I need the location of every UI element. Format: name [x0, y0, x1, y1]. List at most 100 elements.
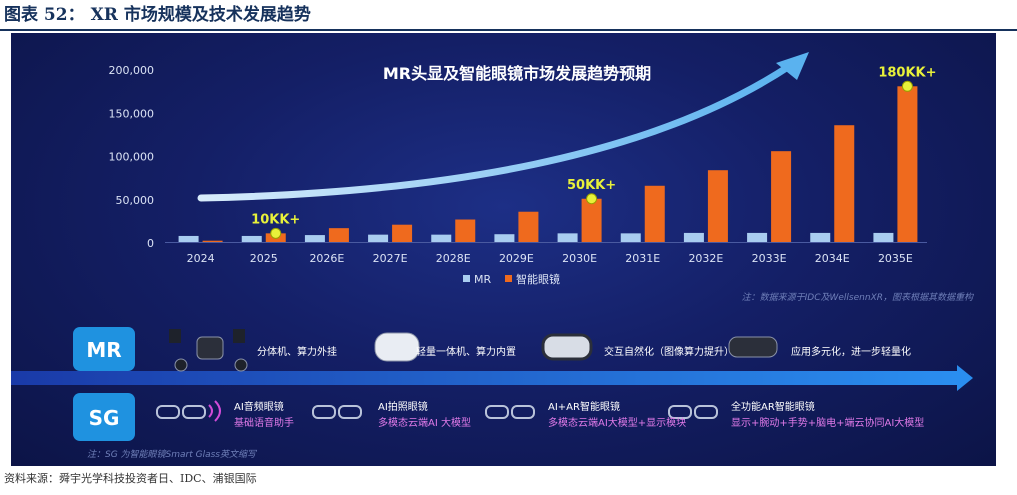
- bar-mr: [368, 234, 389, 242]
- callout-marker: [270, 227, 282, 239]
- legend-label-mr: MR: [474, 273, 491, 286]
- smart-glasses-icon: [312, 405, 362, 419]
- figure-title-text: XR 市场规模及技术发展趋势: [90, 5, 311, 25]
- figure-title: 图表 52： XR 市场规模及技术发展趋势: [4, 2, 311, 28]
- lightweight-headset-icon: [728, 336, 778, 358]
- sg-stage-title: AI+AR智能眼镜: [548, 400, 620, 413]
- x-tick-label: 2027E: [373, 252, 408, 265]
- sg-stage-desc: 显示+腕动+手势+脑电+端云协同AI大模型: [731, 416, 924, 429]
- pc-vr-headset-icon: [169, 329, 248, 372]
- glasses-lens-icon: [338, 405, 362, 419]
- callout-label: 180KK+: [878, 65, 936, 80]
- standalone-headset-body-icon: [374, 332, 420, 362]
- glasses-lens-icon: [312, 405, 336, 419]
- bar-mr: [683, 232, 704, 242]
- bar-mr: [873, 232, 894, 242]
- bar-smart-glasses: [202, 240, 223, 242]
- legend-swatch-mr: [463, 275, 470, 282]
- mr-stage-text: 交互自然化（图像算力提升）: [604, 345, 734, 358]
- mr-headset-body-icon: [541, 333, 593, 361]
- bar-smart-glasses: [707, 170, 728, 242]
- y-tick-label: 200,000: [109, 64, 155, 77]
- glasses-lens-icon: [694, 405, 718, 419]
- y-tick-label: 0: [147, 237, 154, 250]
- legend-label-smart-glasses: 智能眼镜: [516, 272, 560, 286]
- smart-glasses-icon: [156, 405, 206, 419]
- bar-smart-glasses: [897, 86, 918, 242]
- bar-mr: [494, 234, 515, 242]
- bar-mr: [810, 232, 831, 242]
- sg-label-box: [73, 393, 135, 441]
- bar-mr: [431, 234, 452, 242]
- timeline-band: [11, 371, 959, 385]
- bar-mr: [557, 233, 578, 242]
- chart-title: MR头显及智能眼镜市场发展趋势预期: [383, 64, 651, 83]
- bar-smart-glasses: [392, 224, 413, 242]
- mixed-reality-headset-icon: [541, 333, 593, 361]
- glasses-lens-icon: [156, 405, 180, 419]
- callout-marker: [901, 80, 913, 92]
- mr-label: MR: [86, 338, 121, 362]
- base-station-icon: [233, 329, 245, 343]
- mr-stage-text: 轻量一体机、算力内置: [416, 345, 516, 358]
- sg-stage-title: 全功能AR智能眼镜: [731, 400, 815, 413]
- light-headset-body-icon: [728, 336, 778, 358]
- smart-glasses-icon: [485, 405, 535, 419]
- headset-body-icon: [196, 336, 224, 360]
- base-station-icon: [169, 329, 181, 343]
- x-tick-label: 2031E: [625, 252, 660, 265]
- timeline-arrow-icon: [957, 365, 973, 391]
- callout-marker: [586, 193, 598, 205]
- bar-smart-glasses: [455, 219, 476, 242]
- bar-smart-glasses: [581, 198, 602, 242]
- sg-stage-desc: 多模态云端AI大模型+显示模块: [548, 416, 686, 429]
- sg-note: 注：SG 为智能眼镜Smart Glass英文缩写: [87, 449, 258, 460]
- sg-stage-title: AI音频眼镜: [234, 400, 284, 413]
- bar-mr: [620, 233, 641, 242]
- bar-smart-glasses: [644, 185, 665, 242]
- x-tick-label: 2026E: [309, 252, 344, 265]
- chart-note: 注：数据来源于IDC及WellsennXR，图表根据其数据重构: [742, 292, 974, 303]
- mr-stage-text: 分体机、算力外挂: [257, 345, 337, 358]
- y-tick-label: 150,000: [109, 107, 155, 120]
- bar-mr: [178, 235, 199, 242]
- bar-mr: [241, 235, 262, 242]
- audio-waves-icon: [208, 400, 221, 422]
- bar-smart-glasses: [771, 151, 792, 242]
- growth-arrow-curve: [197, 61, 795, 202]
- sg-stage-title: AI拍照眼镜: [378, 400, 428, 413]
- sg-stage-desc: 基础语音助手: [234, 416, 294, 429]
- glasses-lens-icon: [182, 405, 206, 419]
- controller-icon: [174, 358, 188, 372]
- x-tick-label: 2033E: [752, 252, 787, 265]
- x-tick-label: 2035E: [878, 252, 913, 265]
- y-tick-label: 50,000: [116, 194, 155, 207]
- x-tick-label: 2024: [187, 252, 215, 265]
- legend-swatch-smart-glasses: [505, 275, 512, 282]
- tech-roadmap: MR SG 分体机、算力外挂 轻量一体机、算力内置 交互自然化（图像算力提升） 应用多元化…: [11, 327, 973, 460]
- glasses-lens-icon: [485, 405, 509, 419]
- controller-icon: [234, 358, 248, 372]
- x-tick-label: 2034E: [815, 252, 850, 265]
- bar-smart-glasses: [518, 211, 539, 242]
- infographic-panel: MR头显及智能眼镜市场发展趋势预期 0 50,000 100,000 150,000 20…: [11, 33, 996, 466]
- callout-label: 10KK+: [251, 212, 300, 227]
- bar-mr: [304, 235, 325, 242]
- smart-glasses-icon: [668, 405, 718, 419]
- bar-smart-glasses: [328, 228, 349, 242]
- glasses-lens-icon: [511, 405, 535, 419]
- bar-mr: [747, 232, 768, 242]
- figure-label: 图表 52：: [4, 5, 85, 25]
- callout-label: 50KK+: [567, 178, 616, 193]
- market-chart: MR头显及智能眼镜市场发展趋势预期 0 50,000 100,000 150,000 20…: [109, 52, 974, 303]
- standalone-headset-icon: [374, 332, 420, 362]
- bar-smart-glasses: [834, 125, 855, 242]
- mr-label-box: [73, 327, 135, 371]
- source-note: 资料来源：舜宇光学科技投资者日、IDC、浦银国际: [4, 472, 257, 485]
- x-tick-label: 2032E: [688, 252, 723, 265]
- x-tick-label: 2029E: [499, 252, 534, 265]
- x-tick-label: 2028E: [436, 252, 471, 265]
- mr-stage-text: 应用多元化，进一步轻量化: [791, 345, 911, 358]
- x-tick-label: 2030E: [562, 252, 597, 265]
- glasses-lens-icon: [668, 405, 692, 419]
